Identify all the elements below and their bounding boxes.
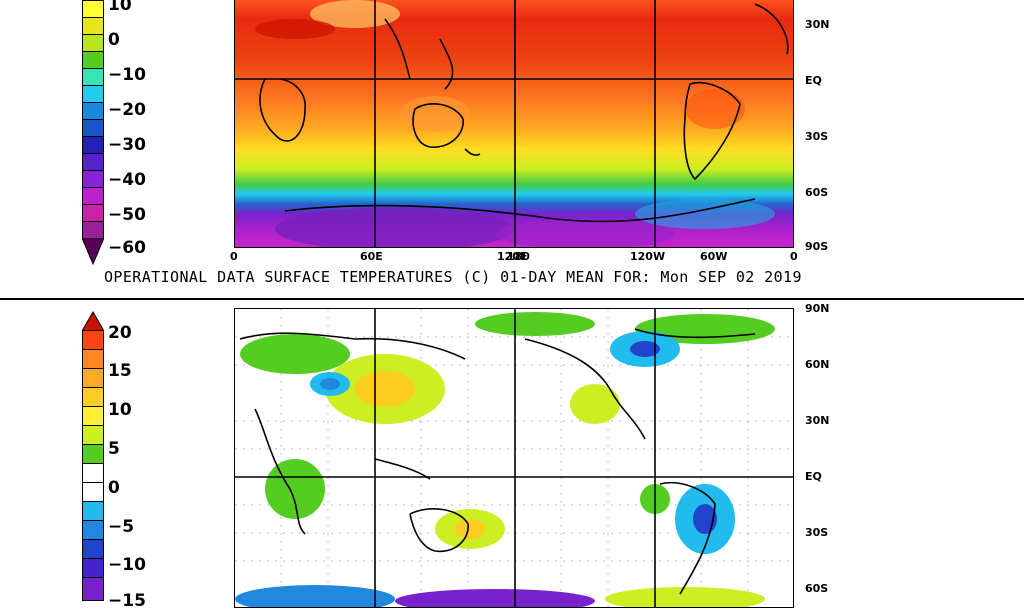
bottom-panel: 20 15 10 5 0 −5 −10 −15 <box>0 300 1024 610</box>
panel-divider <box>0 298 1024 300</box>
lat-label: EQ <box>805 470 822 483</box>
lon-label: 60E <box>360 250 383 263</box>
colorbar-min-arrow-icon <box>82 238 104 266</box>
colorbar-label: −10 <box>108 65 146 85</box>
colorbar-label: 10 <box>108 0 132 15</box>
colorbar-label: −30 <box>108 135 146 155</box>
lat-label: 30N <box>805 18 830 31</box>
lon-label: 180 <box>507 250 530 263</box>
map-title: OPERATIONAL DATA SURFACE TEMPERATURES (C… <box>104 268 802 286</box>
colorbar-label: 5 <box>108 439 120 459</box>
lon-label: 120W <box>630 250 666 263</box>
colorbar-label: −10 <box>108 555 146 575</box>
lat-label: 30S <box>805 526 829 539</box>
anomaly-map <box>234 308 794 608</box>
lat-label: 60S <box>805 186 829 199</box>
lon-label: 0 <box>790 250 798 263</box>
colorbar-label: 0 <box>108 30 120 50</box>
lat-label: 30N <box>805 414 830 427</box>
lat-label: EQ <box>805 74 822 87</box>
lon-label: 60W <box>700 250 728 263</box>
lon-label: 120E <box>497 250 528 263</box>
lat-label: 90S <box>805 240 829 253</box>
temperature-map <box>234 0 794 248</box>
temperature-colorbar <box>82 0 104 268</box>
anomaly-colorbar <box>82 310 104 601</box>
colorbar-label: −40 <box>108 170 146 190</box>
colorbar-label: 20 <box>108 323 132 343</box>
colorbar-label: −20 <box>108 100 146 120</box>
colorbar-label: −15 <box>108 591 146 611</box>
colorbar-label: 0 <box>108 478 120 498</box>
lat-label: 60S <box>805 582 829 595</box>
lon-label: 0 <box>230 250 238 263</box>
colorbar-label: −5 <box>108 517 135 537</box>
colorbar-label: −50 <box>108 205 146 225</box>
lat-label: 90N <box>805 302 830 315</box>
lat-label: 60N <box>805 358 830 371</box>
colorbar-label: 15 <box>108 361 132 381</box>
colorbar-max-arrow-icon <box>82 311 104 332</box>
lat-label: 30S <box>805 130 829 143</box>
colorbar-label: −60 <box>108 238 146 258</box>
colorbar-label: 10 <box>108 400 132 420</box>
top-panel: 10 0 −10 −20 −30 −40 −50 −60 <box>0 0 1024 298</box>
